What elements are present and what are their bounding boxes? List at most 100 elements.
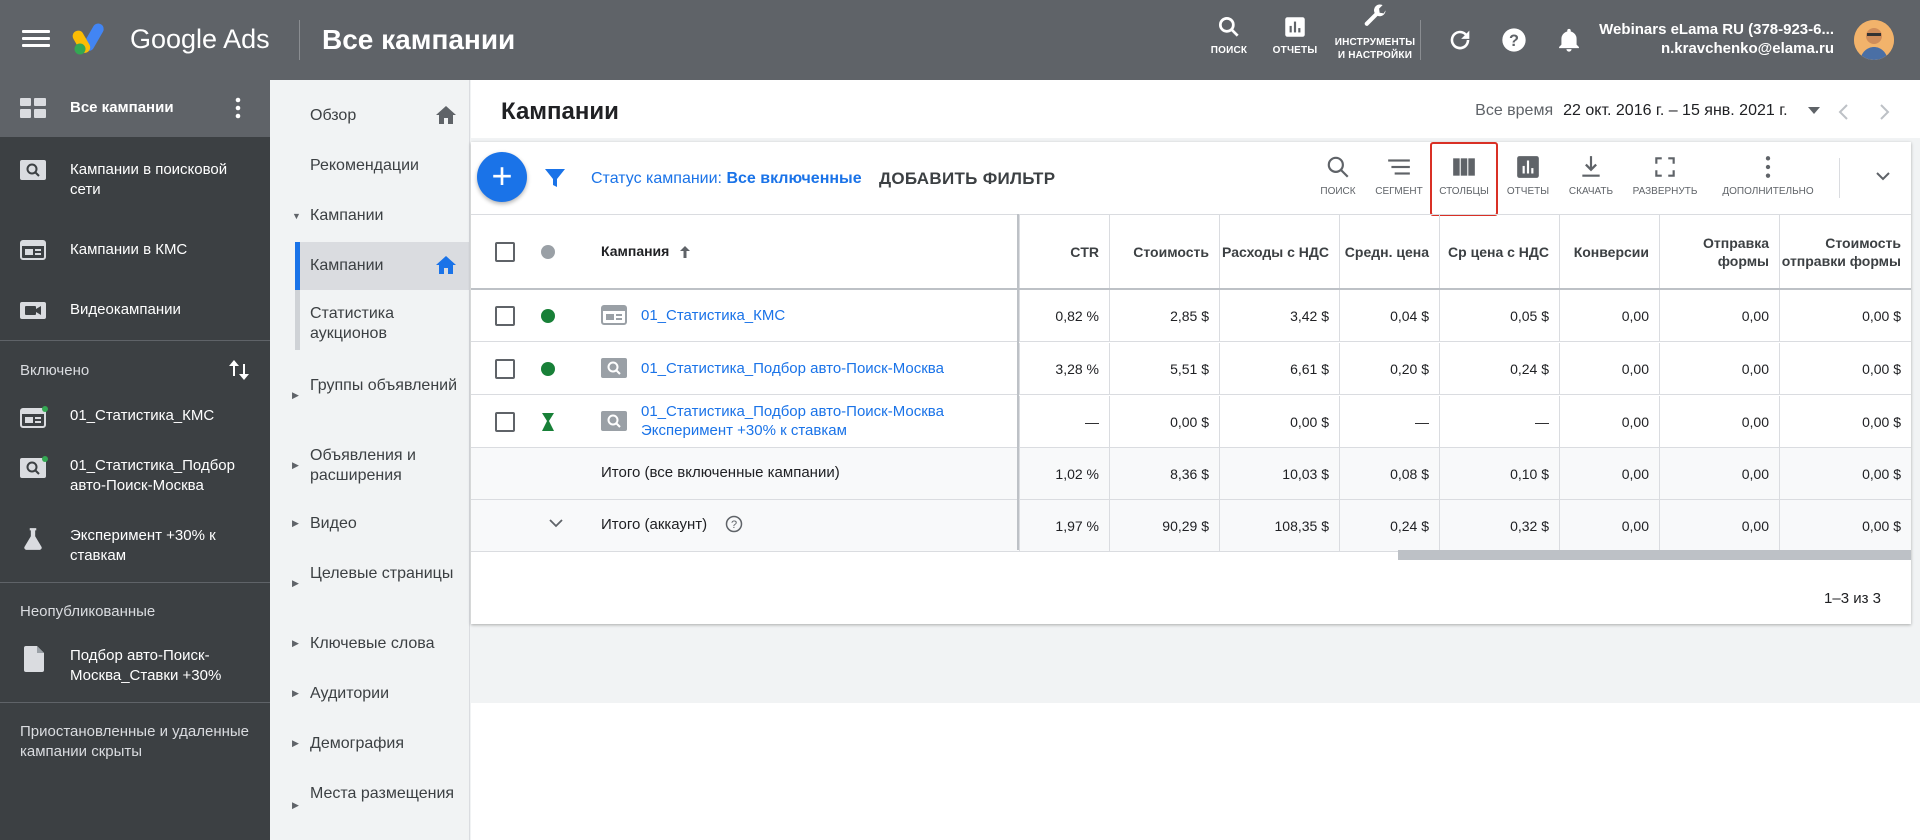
download-button[interactable]: СКАЧАТЬ [1563,154,1619,197]
top-reports-label: ОТЧЕТЫ [1272,45,1318,56]
campaign-status-filter[interactable]: Статус кампании: Все включенные [591,170,862,188]
top-tools-button[interactable]: ИНСТРУМЕНТЫ И НАСТРОЙКИ [1334,4,1416,62]
cell-form-submit: 0,00 [1659,343,1779,394]
more-vert-icon[interactable] [234,97,242,119]
cell-cost: 8,36 $ [1109,448,1219,499]
date-range-picker[interactable]: Все время 22 окт. 2016 г. – 15 янв. 2021 … [1475,102,1820,120]
column-header-form-submit[interactable]: Отправка формы [1659,215,1779,288]
refresh-icon[interactable] [1446,26,1474,54]
nav-campaign-kms[interactable]: 01_Статистика_КМС [0,406,270,430]
table-search-button[interactable]: ПОИСК [1311,154,1365,197]
expand-button[interactable]: РАЗВЕРНУТЬ [1631,154,1699,197]
avatar[interactable] [1854,20,1894,60]
add-filter-button[interactable]: ДОБАВИТЬ ФИЛЬТР [879,169,1056,188]
campaign-column-header[interactable]: Кампания [601,243,691,259]
cell-avg-cpc-vat: 0,32 $ [1439,500,1559,551]
column-header-ctr[interactable]: CTR [1019,215,1109,288]
cell-conversions: 0,00 [1559,396,1659,447]
row-checkbox[interactable] [495,306,515,326]
menu-overview[interactable]: Обзор [310,107,357,124]
hidden-campaigns-note: Приостановленные и удаленные кампании ск… [20,723,250,760]
chevron-down-icon[interactable] [549,518,563,528]
column-header-cost[interactable]: Стоимость [1109,215,1219,288]
menu-landing-pages[interactable]: Целевые страницы [310,565,454,582]
menu-ads-extensions[interactable]: Объявления и расширения [310,447,416,484]
menu-auction-insights[interactable]: Статистика аукционов [310,305,395,342]
columns-highlight-frame [1430,142,1498,216]
chevron-down-icon[interactable] [1875,170,1891,182]
menu-recommendations[interactable]: Рекомендации [310,157,419,174]
cell-ctr: 1,02 % [1019,448,1109,499]
menu-placements[interactable]: Места размещения [310,785,455,802]
columns-button[interactable]: СТОЛБЦЫ [1432,154,1496,197]
caret-down-icon [1808,106,1820,114]
caret-down-icon: ▼ [292,211,301,221]
chevron-left-icon[interactable] [1836,102,1850,122]
column-header-conversions[interactable]: Конверсии [1559,215,1659,288]
sort-icon[interactable] [228,358,250,382]
pagination-info: 1–3 из 3 [1824,590,1881,607]
divider [0,340,270,341]
menu-campaigns[interactable]: Кампании [310,257,384,274]
cell-form-submit: 0,00 [1659,290,1779,341]
row-checkbox[interactable] [495,412,515,432]
menu-video[interactable]: Видео [310,515,357,532]
top-reports-button[interactable]: ОТЧЕТЫ [1270,14,1320,57]
chevron-right-icon[interactable] [1878,102,1892,122]
horizontal-scrollbar[interactable] [1398,550,1911,560]
account-info[interactable]: Webinars eLama RU (378-923-6... n.kravch… [1599,20,1834,58]
nav-campaign-search-moscow[interactable]: 01_Статистика_Подбор авто-Поиск-Москва [0,456,270,500]
table-search-label: ПОИСК [1320,186,1356,197]
nav-search-campaigns[interactable]: Кампании в поисковой сети [0,160,270,204]
campaigns-table-card: + Статус кампании: Все включенные ДОБАВИ… [471,142,1911,624]
column-header-avg-cpc[interactable]: Средн. цена [1339,215,1439,288]
nav-video-campaigns[interactable]: Видеокампании [0,300,270,324]
column-header-avg-cpc-vat[interactable]: Ср цена с НДС [1439,215,1559,288]
segment-button[interactable]: СЕГМЕНТ [1371,154,1427,197]
row-checkbox[interactable] [495,359,515,379]
column-header-cost-vat[interactable]: Расходы с НДС [1219,215,1339,288]
select-all-checkbox[interactable] [495,242,515,262]
nav-experiment[interactable]: Эксперимент +30% к ставкам [0,526,270,570]
table-row[interactable]: 01_Статистика_Подбор авто-Поиск-Москва Э… [471,396,1911,448]
nav-campaign-kms-label: 01_Статистика_КМС [70,407,215,424]
menu-icon[interactable] [22,26,50,54]
table-row[interactable]: 01_Статистика_Подбор авто-Поиск-Москва 3… [471,343,1911,395]
nav-all-campaigns-label: Все кампании [70,99,174,116]
status-header-dot [541,245,555,259]
table-reports-button[interactable]: ОТЧЕТЫ [1503,154,1553,197]
help-outline-icon[interactable]: ? [725,515,743,533]
help-icon[interactable]: ? [1500,26,1528,54]
campaign-link[interactable]: 01_Статистика_КМС [641,307,786,324]
nav-display-campaigns[interactable]: Кампании в КМС [0,240,270,264]
menu-audiences[interactable]: Аудитории [310,685,390,702]
more-button[interactable]: ДОПОЛНИТЕЛЬНО [1721,154,1815,197]
cell-form-submit-cost: 0,00 $ [1779,448,1911,499]
status-enabled-dot [541,309,555,323]
table-row[interactable]: 01_Статистика_КМС 0,82 % 2,85 $ 3,42 $ 0… [471,290,1911,342]
menu-keywords[interactable]: Ключевые слова [310,635,435,652]
nav-unpublished-draft[interactable]: Подбор авто-Поиск-Москва_Ставки +30% [0,646,270,690]
column-header-form-submit-cost[interactable]: Стоимость отправки формы [1779,215,1911,288]
more-label: ДОПОЛНИТЕЛЬНО [1722,186,1814,197]
top-search-label: ПОИСК [1210,45,1248,56]
menu-demographics[interactable]: Демография [310,735,405,752]
menu-campaigns-group[interactable]: Кампании [310,207,384,224]
cell-cost: 2,85 $ [1109,290,1219,341]
account-email: n.kravchenko@elama.ru [1660,40,1834,57]
bell-icon[interactable] [1555,26,1583,54]
add-campaign-button[interactable]: + [477,152,527,202]
campaign-link[interactable]: 01_Статистика_Подбор авто-Поиск-Москва [641,360,944,377]
filter-icon[interactable] [543,166,567,190]
nav-all-campaigns[interactable]: Все кампании [0,97,270,122]
caret-right-icon: ▶ [292,390,299,400]
campaign-link[interactable]: 01_Статистика_Подбор авто-Поиск-Москва Э… [641,403,944,439]
brand-name: Google Ads [130,24,270,54]
top-search-button[interactable]: ПОИСК [1208,14,1250,57]
cell-ctr: 0,82 % [1019,290,1109,341]
cell-avg-cpc: 0,24 $ [1339,500,1439,551]
menu-ad-groups[interactable]: Группы объявлений [310,377,458,394]
columns-label: СТОЛБЦЫ [1439,186,1489,197]
nav-experiment-label: Эксперимент +30% к ставкам [70,527,216,564]
home-icon [436,106,456,124]
